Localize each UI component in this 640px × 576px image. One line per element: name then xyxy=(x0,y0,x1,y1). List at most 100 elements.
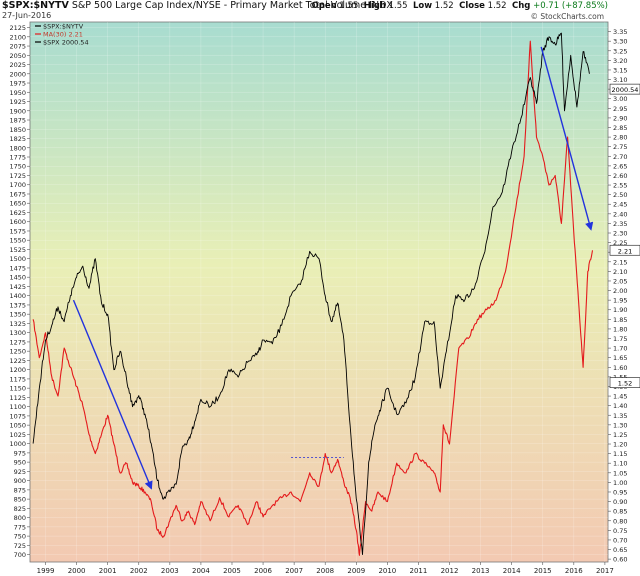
left-tick-label: 1875 xyxy=(9,117,26,125)
x-tick-label: 2014 xyxy=(503,567,521,575)
right-tick-label: 2.55 xyxy=(613,182,627,190)
x-tick-label: 2011 xyxy=(410,567,428,575)
right-tick-label: 0.75 xyxy=(613,527,627,535)
right-tick-label: 2.00 xyxy=(613,287,627,295)
left-tick-label: 800 xyxy=(14,514,26,522)
marker-layer: 2000.54 2.21 1.52 xyxy=(609,83,640,388)
left-tick-label: 2025 xyxy=(9,61,26,69)
x-tick-label: 2006 xyxy=(254,567,272,575)
x-tick-label: 2002 xyxy=(130,567,148,575)
value-marker-box xyxy=(609,377,640,388)
right-tick-label: 0.80 xyxy=(613,517,627,525)
right-tick-label: 2.70 xyxy=(613,153,627,161)
right-tick-label: 0.90 xyxy=(613,498,627,506)
legend-label: $SPX 2000.54 xyxy=(43,39,89,47)
right-tick-label: 2.35 xyxy=(613,220,627,228)
value-marker-box xyxy=(609,244,640,256)
right-tick-label: 2.65 xyxy=(613,162,627,170)
left-tick-label: 1400 xyxy=(9,292,26,300)
right-tick-label: 2.45 xyxy=(613,201,627,209)
left-tick-label: 1325 xyxy=(9,320,26,328)
right-tick-label: 1.00 xyxy=(613,479,627,487)
right-tick-label: 2.75 xyxy=(613,143,627,151)
left-tick-label: 1475 xyxy=(9,264,26,272)
right-tick-label: 0.95 xyxy=(613,488,627,496)
left-tick-label: 875 xyxy=(14,486,26,494)
right-tick-label: 2.95 xyxy=(613,105,627,113)
low-label: Low xyxy=(412,1,433,11)
right-tick-label: 2.15 xyxy=(613,258,627,266)
left-tick-label: 1800 xyxy=(9,144,26,152)
x-tick-label: 2003 xyxy=(161,567,179,575)
left-tick-label: 1850 xyxy=(9,126,26,134)
ticker-symbol: $SPX:$NYTV xyxy=(2,0,69,11)
left-tick-label: 1525 xyxy=(9,246,26,254)
left-tick-label: 825 xyxy=(14,505,26,513)
ticker-description: S&P 500 Large Cap Index/NYSE - Primary M… xyxy=(71,0,393,11)
left-tick-label: 2100 xyxy=(9,33,26,41)
right-tick-label: 0.60 xyxy=(613,556,627,564)
value-marker: 2000.54 xyxy=(609,83,640,95)
left-tick-label: 2075 xyxy=(9,43,26,51)
right-tick-label: 2.85 xyxy=(613,124,627,132)
x-tick-label: 2013 xyxy=(472,567,490,575)
left-tick-label: 1050 xyxy=(9,422,26,430)
left-tick-label: 1000 xyxy=(9,440,26,448)
left-tick-label: 1250 xyxy=(9,348,26,356)
right-tick-label: 0.65 xyxy=(613,546,627,554)
left-tick-label: 1225 xyxy=(9,357,26,365)
right-tick-label: 2.05 xyxy=(613,277,627,285)
right-tick-label: 2.25 xyxy=(613,239,627,247)
left-tick-label: 1025 xyxy=(9,431,26,439)
left-tick-label: 975 xyxy=(14,449,26,457)
spx-series-line xyxy=(32,32,590,556)
right-tick-label: 3.35 xyxy=(613,28,627,36)
right-tick-label: 2.40 xyxy=(613,210,627,218)
right-tick-label: 1.10 xyxy=(613,460,627,468)
chg-label: Chg xyxy=(512,1,531,11)
right-tick-label: 1.60 xyxy=(613,364,627,372)
plot-background xyxy=(29,21,609,563)
right-tick-label: 1.70 xyxy=(613,345,627,353)
series-layer xyxy=(32,32,594,556)
left-tick-label: 1150 xyxy=(9,385,26,393)
chart-date: 27-Jun-2016 xyxy=(2,11,52,20)
left-tick-label: 1750 xyxy=(9,163,26,171)
x-tick-label: 2001 xyxy=(99,567,117,575)
right-tick-label: 3.15 xyxy=(613,66,627,74)
left-tick-label: 1825 xyxy=(9,135,26,143)
watermark: © StockCharts.com xyxy=(530,12,604,21)
left-tick-label: 1550 xyxy=(9,237,26,245)
right-tick-label: 2.80 xyxy=(613,134,627,142)
right-tick-label: 1.40 xyxy=(613,402,627,410)
left-tick-label: 1675 xyxy=(9,190,26,198)
left-tick-label: 1575 xyxy=(9,227,26,235)
right-tick-label: 1.80 xyxy=(613,325,627,333)
x-tick-label: 1999 xyxy=(37,567,55,575)
value-marker: 1.52 xyxy=(609,377,640,388)
x-tick-label: 2016 xyxy=(565,567,583,575)
left-tick-label: 1350 xyxy=(9,311,26,319)
legend-label: MA(30) 2.21 xyxy=(43,31,83,39)
x-tick-label: 2010 xyxy=(378,567,396,575)
left-tick-label: 1650 xyxy=(9,200,26,208)
right-tick-label: 2.50 xyxy=(613,191,627,199)
right-tick-label: 1.65 xyxy=(613,354,627,362)
right-tick-label: 1.45 xyxy=(613,393,627,401)
x-tick-label: 2004 xyxy=(192,567,210,575)
value-marker-box xyxy=(609,83,640,95)
right-tick-label: 1.25 xyxy=(613,431,627,439)
left-tick-label: 1500 xyxy=(9,255,26,263)
trend-arrow xyxy=(540,46,594,231)
left-tick-label: 900 xyxy=(14,477,26,485)
open-value: 1.55 xyxy=(339,1,359,11)
x-tick-label: 2005 xyxy=(223,567,241,575)
chg-value: +0.71 (+87.85%) xyxy=(533,1,608,11)
chart-title: $SPX:$NYTV S&P 500 Large Cap Index/NYSE … xyxy=(2,0,393,11)
left-tick-label: 2050 xyxy=(9,52,26,60)
x-tick-label: 2007 xyxy=(285,567,303,575)
right-tick-label: 1.05 xyxy=(613,469,627,477)
left-tick-label: 950 xyxy=(14,459,26,467)
x-tick-label: 2012 xyxy=(441,567,459,575)
